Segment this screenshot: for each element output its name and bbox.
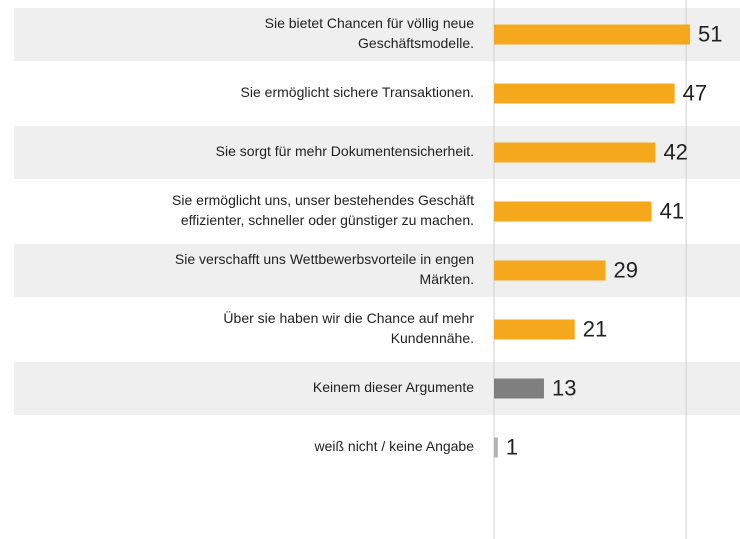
- category-label: effizienter, schneller oder günstiger zu…: [181, 212, 474, 228]
- bar: [494, 201, 652, 222]
- bar: [494, 437, 498, 458]
- value-label: 41: [660, 198, 684, 223]
- value-label: 42: [663, 139, 687, 164]
- category-label: Sie sorgt für mehr Dokumentensicherheit.: [216, 143, 474, 159]
- bar: [494, 24, 691, 45]
- category-label: Märkten.: [420, 271, 474, 287]
- bar: [494, 83, 675, 104]
- value-label: 51: [698, 21, 722, 46]
- row-band: [14, 362, 740, 415]
- bar: [494, 378, 544, 399]
- category-label: Sie ermöglicht sichere Transaktionen.: [241, 84, 474, 100]
- category-label: Keinem dieser Argumente: [313, 379, 474, 395]
- value-label: 29: [613, 257, 637, 282]
- row-band: [14, 244, 740, 297]
- value-label: 1: [506, 434, 518, 459]
- bar: [494, 319, 575, 340]
- category-label: Sie verschafft uns Wettbewerbsvorteile i…: [175, 251, 474, 267]
- category-label: Geschäftsmodelle.: [358, 35, 474, 51]
- category-label: Über sie haben wir die Chance auf mehr: [223, 309, 474, 326]
- value-label: 21: [583, 316, 607, 341]
- bar: [494, 260, 606, 281]
- category-label: Sie bietet Chancen für völlig neue: [265, 15, 475, 31]
- value-label: 47: [683, 80, 707, 105]
- bar: [494, 142, 656, 163]
- category-label: Sie ermöglicht uns, unser bestehendes Ge…: [172, 192, 474, 208]
- category-label: weiß nicht / keine Angabe: [313, 438, 474, 454]
- category-label: Kundennähe.: [391, 330, 474, 346]
- value-label: 13: [552, 375, 576, 400]
